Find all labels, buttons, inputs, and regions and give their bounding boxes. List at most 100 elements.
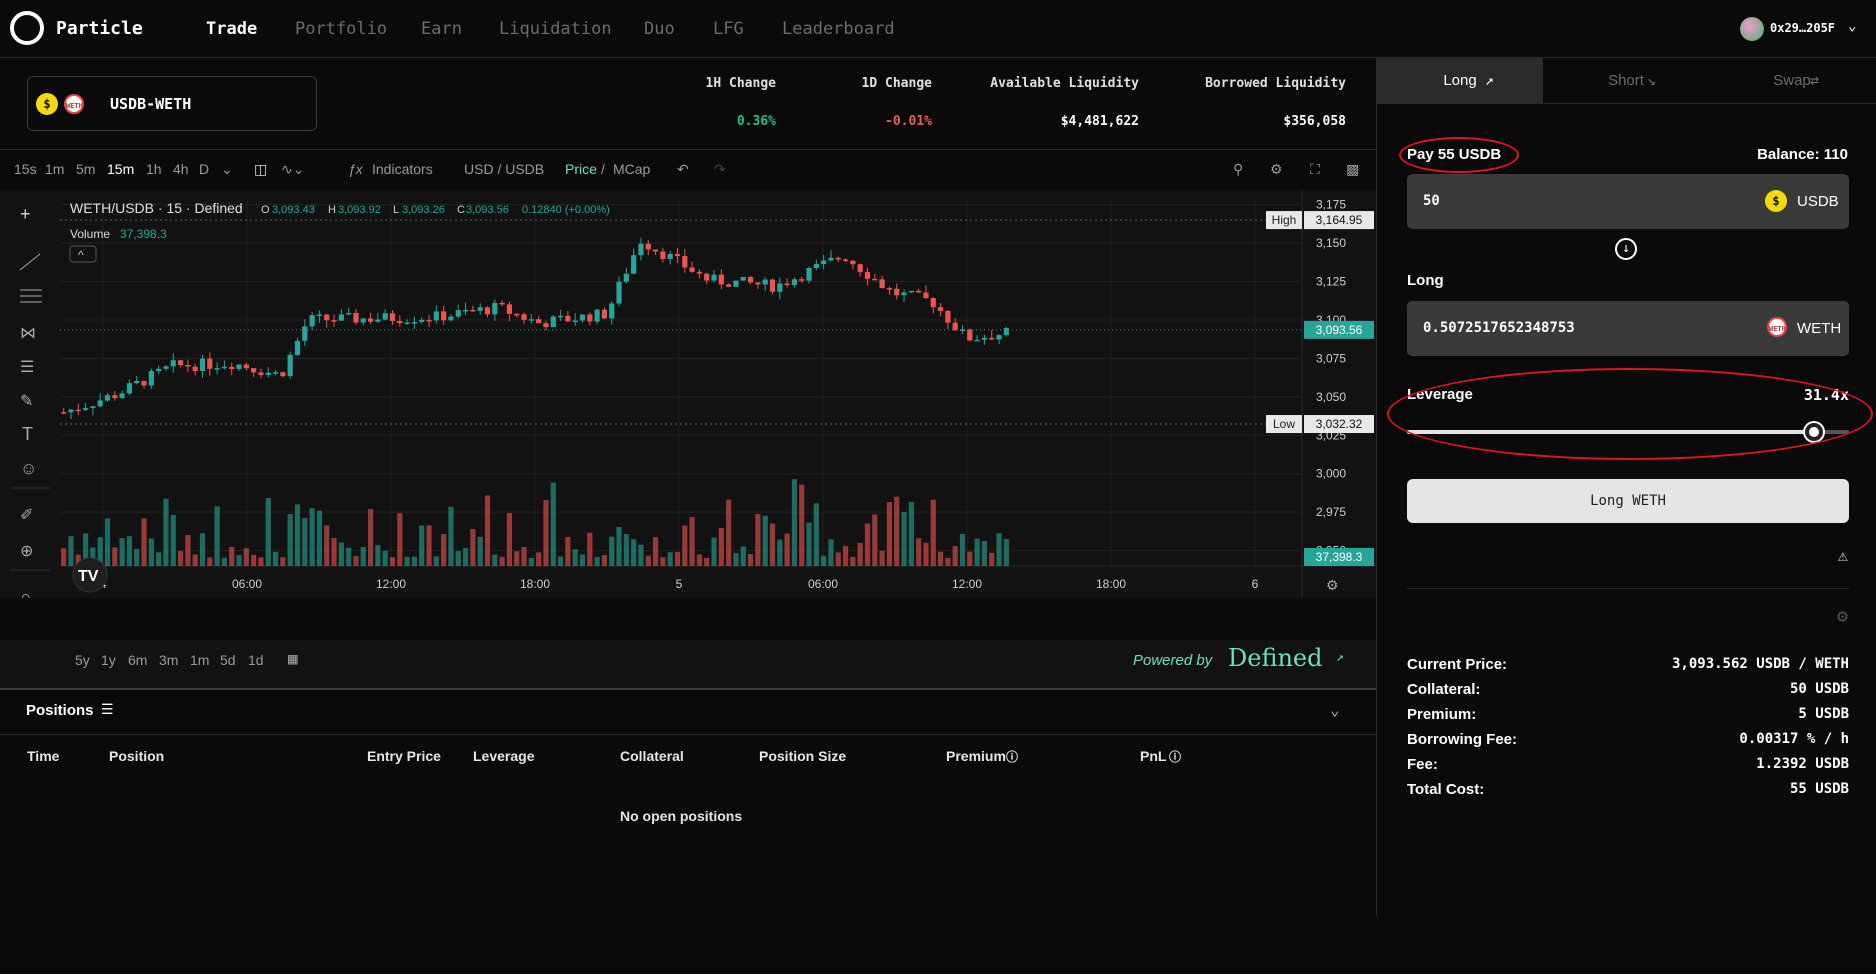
high-price-tag [1304,211,1374,230]
warning-icon[interactable]: ⚠ [1837,546,1848,566]
chevron-down-icon[interactable]: ⌄ [221,161,233,177]
candle-body [842,259,849,261]
tab-long[interactable]: Long [1377,58,1543,104]
interval-4h[interactable]: 4h [173,161,189,177]
candle-body [689,267,695,272]
interval-15m[interactable]: 15m [107,161,135,177]
interval-15s[interactable]: 15s [14,161,37,177]
volume-bar [850,556,856,566]
arrow-down-icon[interactable]: ↓ [1615,238,1637,260]
indicators-button[interactable]: Indicators [372,161,433,177]
mcap-toggle[interactable]: MCap [613,161,651,177]
range-6m[interactable]: 6m [128,652,148,668]
candle-body [82,408,89,410]
crosshair-icon[interactable]: + [20,204,31,224]
redo-icon[interactable]: ↷ [714,161,726,177]
pay-token-label[interactable]: USDB [1797,193,1839,210]
tab-swap[interactable]: Swap [1773,72,1811,89]
chevron-down-icon[interactable]: ⌄ [1330,700,1340,719]
prediction-icon[interactable]: ☰ [20,359,34,376]
volume-bar [718,527,724,566]
external-link-icon[interactable]: ↗ [1336,650,1344,665]
price-toggle[interactable]: Price [565,161,597,177]
range-5y[interactable]: 5y [75,652,90,668]
undo-icon[interactable]: ↶ [677,161,689,177]
trendline-icon[interactable] [19,253,41,271]
emoji-icon[interactable]: ☺ [20,459,37,478]
long-weth-button[interactable]: Long WETH [1407,479,1849,523]
nav-link-lfg[interactable]: LFG [713,19,744,39]
candle-body [704,273,710,281]
candle-body [901,292,907,296]
gear-icon[interactable]: ⚙ [1270,161,1283,177]
candles-icon[interactable]: ◫ [254,161,268,177]
camera-icon[interactable]: ▩ [1346,161,1360,177]
zoom-in-icon[interactable]: ⊕ [20,543,33,560]
interval-d[interactable]: D [199,161,210,177]
volume-bar [397,513,403,566]
line-chart-icon[interactable]: ∿⌄ [281,161,305,177]
fullscreen-icon[interactable]: ⛶ [1310,161,1320,177]
range-5d[interactable]: 5d [220,652,236,668]
interval-5m[interactable]: 5m [76,161,96,177]
range-1y[interactable]: 1y [101,652,116,668]
candle-body [104,395,111,401]
price-chart[interactable]: + ⋈ ☰ ✎ T ☺ ✐ ⊕ ∩ 3,1753,1503,1253,1003,… [0,190,1376,598]
balance-label[interactable]: Balance: 110 [1757,146,1848,163]
svg-text:C: C [457,204,465,216]
x-tick-label: 18:00 [1096,577,1126,591]
text-tool-icon[interactable]: T [22,424,33,444]
candle-body [762,279,768,285]
volume-bar [214,506,220,566]
quick-search-icon[interactable]: ⚲ [1233,161,1244,177]
pay-input-value[interactable]: 50 [1423,193,1440,209]
calendar-icon[interactable]: ▦ [288,649,298,668]
chevron-down-icon[interactable]: ⌄ [1848,18,1857,34]
nav-link-trade[interactable]: Trade [206,19,258,39]
pair-selector[interactable]: $ WETH USDB-WETH [27,76,317,131]
candle-body [280,372,286,377]
tab-short[interactable]: Short [1608,72,1644,89]
volume-bar [229,546,235,566]
brush-icon[interactable]: ✎ [20,393,33,410]
candle-body [850,260,856,265]
info-icon[interactable]: ⓘ [1169,750,1182,764]
nav-link-earn[interactable]: Earn [421,19,462,39]
ruler-icon[interactable]: ✐ [20,507,33,524]
avatar[interactable] [1740,17,1764,41]
range-3m[interactable]: 3m [159,652,179,668]
currency-toggle[interactable]: USD / USDB [464,161,545,177]
magnet-icon[interactable]: ∩ [20,589,32,598]
candle-body [726,284,732,287]
range-1m[interactable]: 1m [190,652,210,668]
particle-logo-icon[interactable] [10,11,44,45]
interval-1m[interactable]: 1m [45,161,65,177]
gear-icon[interactable]: ⚙ [1326,577,1339,593]
nav-link-portfolio[interactable]: Portfolio [295,19,388,39]
candle-body [251,368,257,373]
brand-name[interactable]: Particle [56,18,143,39]
function-icon[interactable]: ƒx [348,161,363,177]
pay-input[interactable]: 50 $ USDB [1407,174,1849,229]
range-1d[interactable]: 1d [248,652,264,668]
nav-link-duo[interactable]: Duo [644,19,675,39]
gear-icon[interactable]: ⚙ [1837,606,1848,627]
wallet-address[interactable]: 0x29…205F [1770,21,1836,35]
nav-link-liquidation[interactable]: Liquidation [499,19,612,39]
interval-1h[interactable]: 1h [146,161,162,177]
chevron-up-icon[interactable]: ^ [78,248,84,262]
nav-link-leaderboard[interactable]: Leaderboard [782,19,895,39]
candle-body [382,313,388,320]
collapse-legend-button[interactable] [69,245,97,263]
tradingview-logo-icon[interactable] [72,557,108,593]
pattern-icon[interactable]: ⋈ [20,325,36,342]
candle-body [667,253,673,260]
volume-bar [908,501,914,566]
volume-bar [126,536,133,566]
candle-body [148,371,154,386]
candle-body [747,277,754,283]
info-icon[interactable]: ⓘ [1006,750,1019,764]
long-label: Long [1407,272,1444,289]
volume-bar [704,557,710,566]
defined-logo[interactable]: Defined [1228,644,1323,672]
